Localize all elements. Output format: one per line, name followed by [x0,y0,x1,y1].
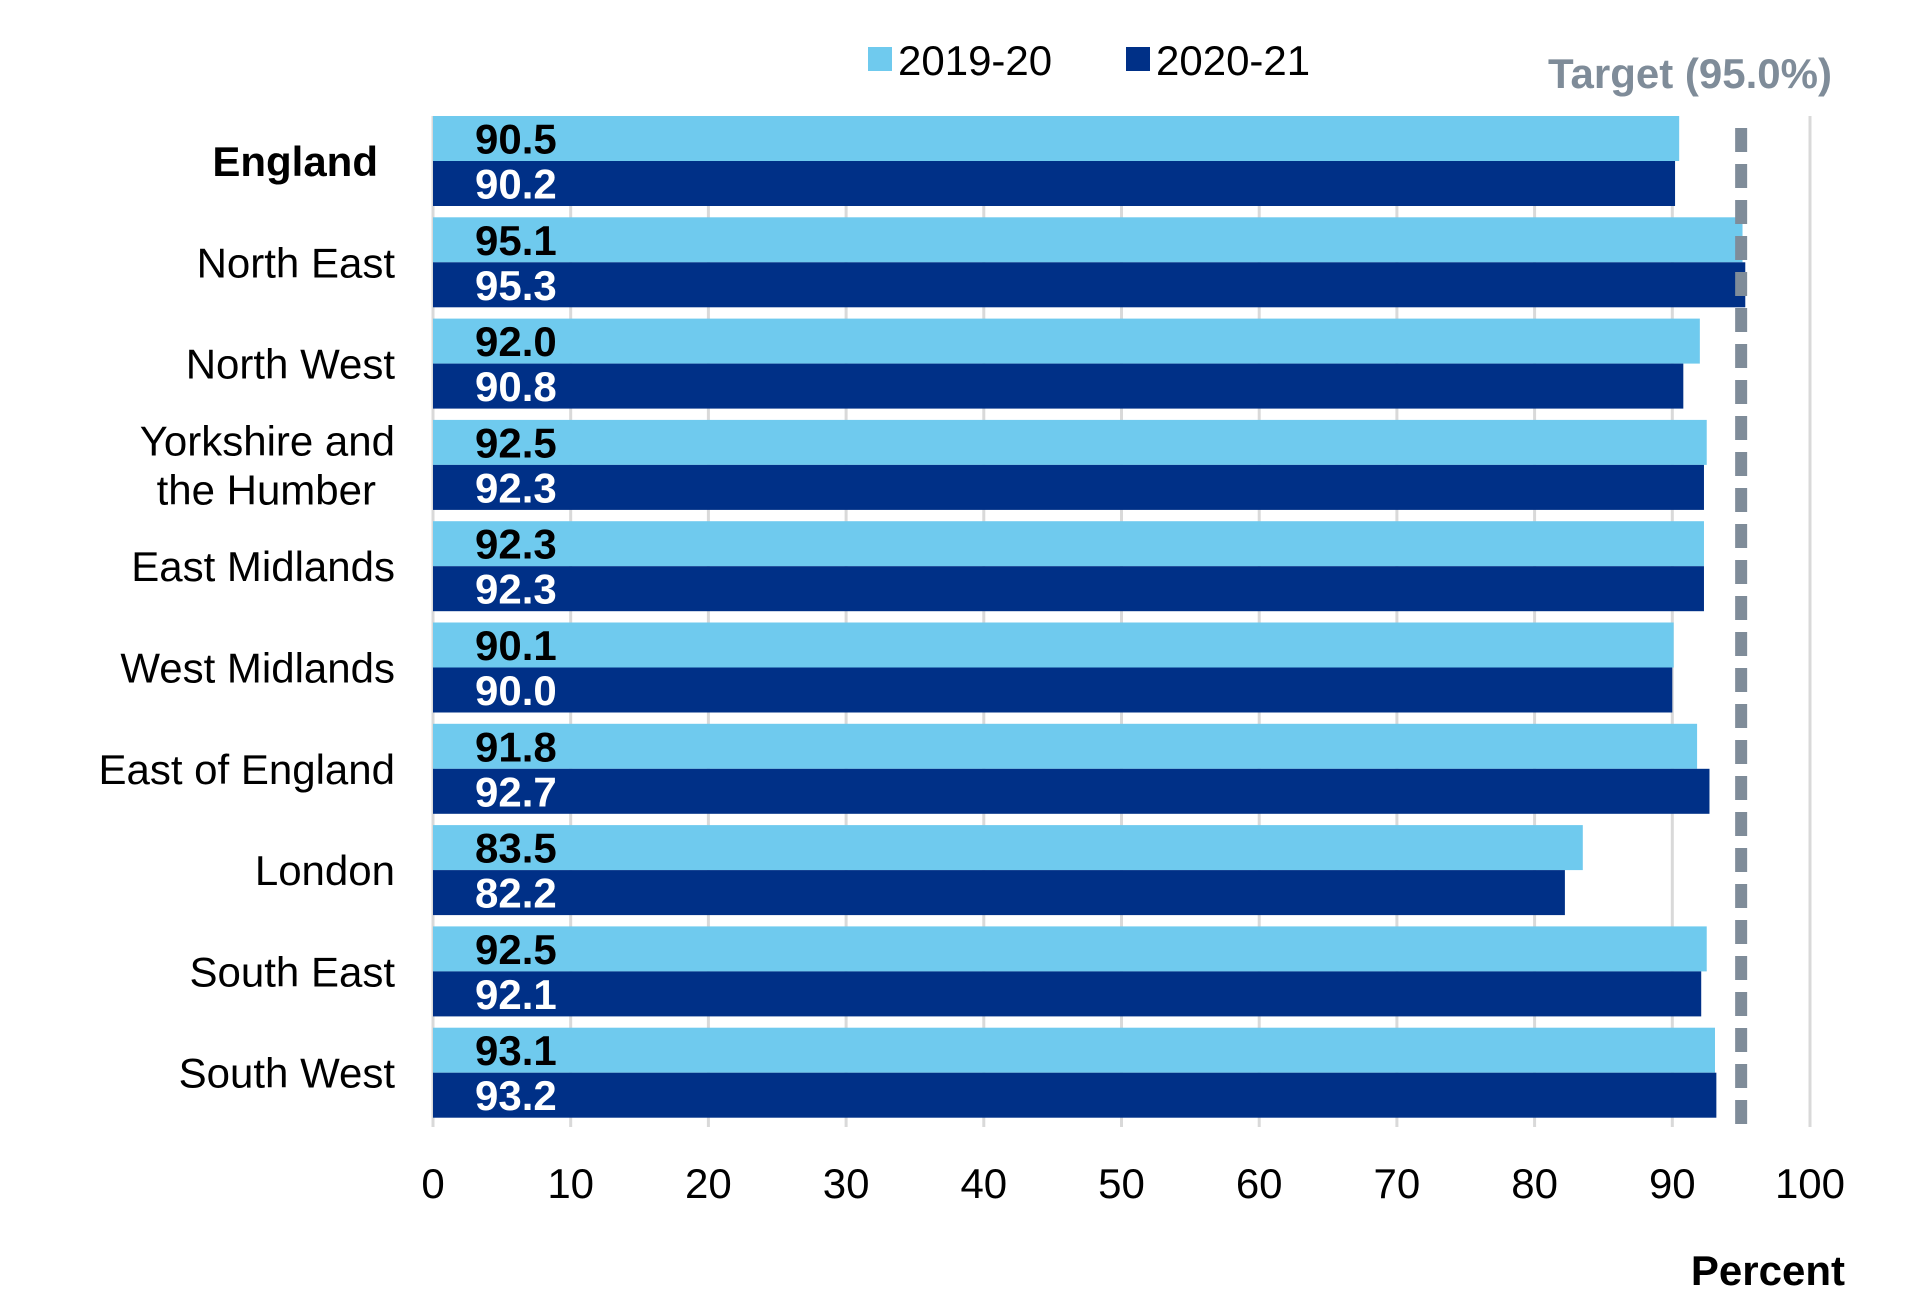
bar-2020-21-5 [433,566,1704,612]
bar-2019-20-6 [433,622,1674,668]
value-label-2019-20-2: 95.1 [475,217,557,264]
value-label-2020-21-4: 92.3 [475,464,557,511]
bar-2019-20-2 [433,217,1743,263]
x-tick-label-0: 0 [421,1160,444,1207]
bar-2020-21-9 [433,971,1702,1017]
bar-2019-20-1 [433,116,1680,161]
category-label-6: West Midlands [120,645,395,692]
bar-2020-21-10 [433,1072,1717,1118]
category-labels: England North East North West Yorkshire and… [98,138,395,1097]
legend-swatch-2020-21 [1126,47,1150,71]
legend-label-2020-21: 2020-21 [1156,37,1310,84]
category-label-9: South East [190,948,396,995]
category-label-7: East of England [98,746,395,793]
category-label-10: South West [179,1050,396,1097]
value-label-2019-20-8: 83.5 [475,825,557,872]
value-label-2020-21-2: 95.3 [475,262,557,309]
bar-2019-20-5 [433,521,1704,567]
value-label-2019-20-10: 93.1 [475,1027,557,1074]
value-label-2019-20-7: 91.8 [475,723,557,770]
target-label: Target (95.0%) [1548,50,1832,97]
x-tick-label-60: 60 [1236,1160,1283,1207]
x-tick-label-40: 40 [960,1160,1007,1207]
value-label-2020-21-7: 92.7 [475,768,557,815]
x-tick-label-20: 20 [685,1160,732,1207]
bar-2020-21-1 [433,161,1676,206]
category-label-4: Yorkshire and the Humber [140,417,395,513]
value-label-2019-20-9: 92.5 [475,926,557,973]
legend-swatch-2019-20 [868,47,892,71]
bars [433,116,1746,1118]
value-label-2019-20-4: 92.5 [475,419,557,466]
bar-2020-21-3 [433,363,1684,409]
value-label-2020-21-3: 90.8 [475,363,557,410]
category-label-3: North West [186,341,396,388]
x-axis-ticks: 0 10 20 30 40 50 60 70 80 90 100 [421,1160,1845,1207]
bar-2019-20-7 [433,723,1698,769]
bar-2020-21-6 [433,667,1673,713]
category-label-2: North East [197,239,396,286]
bar-2019-20-10 [433,1027,1715,1073]
x-tick-label-100: 100 [1775,1160,1845,1207]
category-label-8: London [255,847,395,894]
value-label-2020-21-8: 82.2 [475,870,557,917]
value-labels: 90.590.295.195.392.090.892.592.392.392.3… [475,116,557,1120]
x-tick-label-80: 80 [1511,1160,1558,1207]
x-tick-label-30: 30 [823,1160,870,1207]
legend-label-2019-20: 2019-20 [898,37,1052,84]
value-label-2019-20-1: 90.5 [475,116,557,163]
legend: 2019-20 2020-21 [868,37,1310,84]
value-label-2020-21-10: 93.2 [475,1072,557,1119]
bar-2020-21-2 [433,262,1746,308]
bar-2019-20-8 [433,825,1583,871]
category-label-1: England [212,138,378,185]
value-label-2020-21-5: 92.3 [475,566,557,613]
x-tick-label-70: 70 [1374,1160,1421,1207]
bar-2020-21-4 [433,464,1704,510]
x-tick-label-10: 10 [547,1160,594,1207]
x-tick-label-90: 90 [1649,1160,1696,1207]
bar-2019-20-4 [433,419,1707,465]
bar-2019-20-9 [433,926,1707,972]
value-label-2019-20-6: 90.1 [475,622,557,669]
bar-2020-21-7 [433,768,1710,814]
bar-2020-21-8 [433,870,1565,916]
value-label-2019-20-5: 92.3 [475,521,557,568]
x-tick-label-50: 50 [1098,1160,1145,1207]
value-label-2019-20-3: 92.0 [475,318,557,365]
value-label-2020-21-1: 90.2 [475,161,557,208]
value-label-2020-21-9: 92.1 [475,971,557,1018]
target-line-group: Target (95.0%) [1548,50,1832,1130]
x-axis-title: Percent [1691,1247,1845,1294]
category-label-5: East Midlands [131,543,395,590]
value-label-2020-21-6: 90.0 [475,667,557,714]
bar-2019-20-3 [433,318,1700,364]
